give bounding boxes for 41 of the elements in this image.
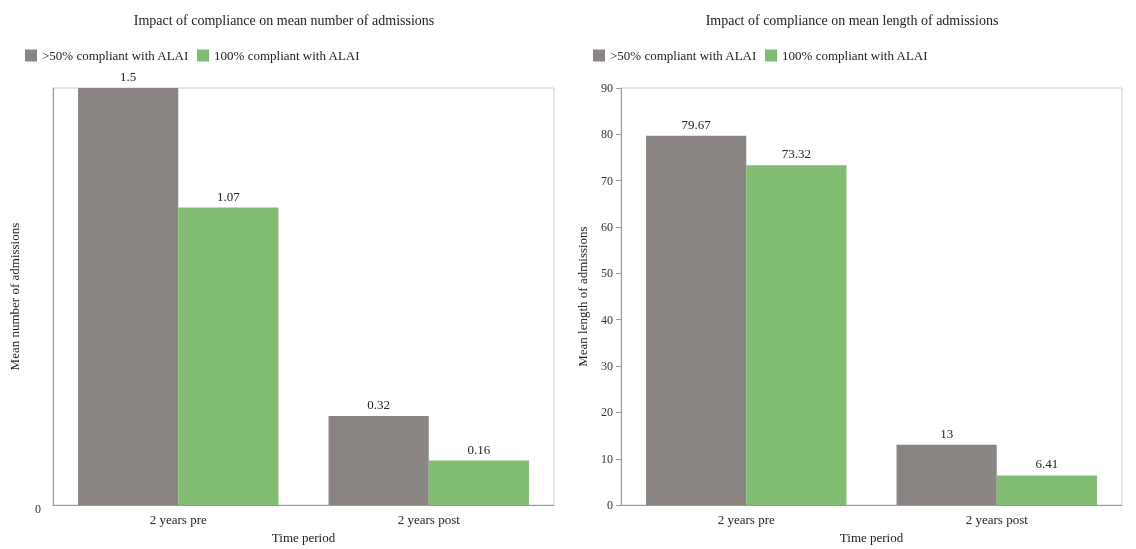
x-tick-label: 2 years post: [397, 512, 461, 528]
x-axis-title: Time period: [271, 530, 336, 545]
data-label: 73.32: [781, 146, 811, 162]
data-label: 13: [940, 425, 954, 441]
y-axis-title: Mean length of admissions: [575, 226, 590, 367]
legend-label: >50% compliant with ALAI: [42, 48, 189, 63]
y-tick-label: 20: [601, 405, 613, 420]
bar: [996, 475, 1097, 506]
y-tick-label: 30: [601, 359, 613, 374]
chart-title: Impact of compliance on mean number of admissions: [133, 12, 435, 28]
data-label: 1.5: [120, 69, 137, 84]
y-tick-label: 70: [601, 173, 613, 188]
bar: [78, 88, 179, 506]
data-label: 0.32: [367, 397, 391, 413]
data-label: 6.41: [1035, 456, 1059, 472]
data-label: 1.07: [216, 188, 241, 204]
data-label: 0.16: [467, 441, 491, 457]
x-tick-label: 2 years pre: [717, 512, 775, 528]
x-tick-label: 2 years post: [965, 512, 1029, 528]
y-tick-label: 40: [601, 312, 613, 327]
bar: [178, 207, 279, 506]
y-tick-label: 90: [601, 81, 613, 95]
text: 0: [35, 502, 41, 516]
data-label: 79.67: [681, 116, 712, 132]
bar: [746, 165, 847, 506]
legend-label: 100% compliant with ALAI: [214, 48, 360, 63]
bar: [896, 444, 997, 506]
y-axis-title: Mean number of admissions: [7, 222, 22, 371]
chart-title: Impact of compliance on mean length of admissions: [705, 12, 999, 28]
bar: [646, 135, 747, 506]
legend-label: >50% compliant with ALAI: [610, 48, 757, 63]
y-tick-label: 10: [601, 451, 613, 466]
bar: [428, 460, 529, 506]
x-tick-label: 2 years pre: [149, 512, 207, 528]
y-tick-label: 60: [601, 220, 613, 235]
x-axis-title: Time period: [839, 530, 904, 545]
y-tick-label: 80: [601, 127, 613, 142]
legend-label: 100% compliant with ALAI: [782, 48, 928, 63]
bar: [328, 416, 429, 506]
y-tick-label: 0: [607, 498, 613, 513]
y-tick-label: 50: [601, 266, 613, 281]
